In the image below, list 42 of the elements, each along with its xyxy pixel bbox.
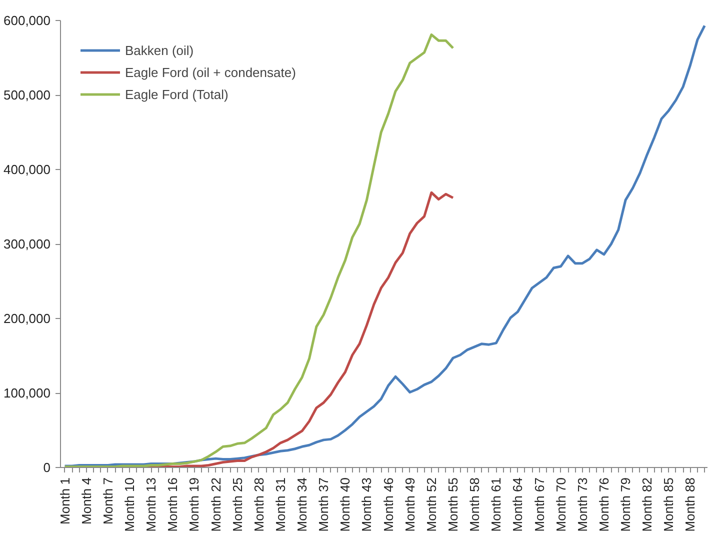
- y-tick-label: 0: [43, 460, 51, 475]
- x-tick-label: Month 4: [78, 477, 94, 524]
- y-tick-label: 200,000: [4, 311, 51, 326]
- legend-label: Eagle Ford (Total): [125, 86, 228, 102]
- x-tick-label: Month 40: [338, 478, 353, 532]
- x-tick-label: Month 64: [510, 478, 526, 532]
- y-tick-label: 400,000: [4, 162, 51, 177]
- x-tick-label: Month 10: [122, 478, 138, 532]
- x-tick-label: Month 13: [144, 478, 159, 532]
- x-tick-label: Month 85: [661, 478, 676, 532]
- x-tick-label: Month 88: [682, 478, 698, 532]
- x-tick-label: Month 31: [272, 478, 288, 532]
- x-tick-label: Month 19: [186, 478, 202, 532]
- x-tick-label: Month 76: [596, 478, 612, 532]
- x-tick-label: Month 22: [208, 478, 224, 532]
- y-tick-label: 300,000: [4, 236, 51, 252]
- line-series: [64, 33, 454, 468]
- x-tick-label: Month 61: [488, 478, 504, 532]
- line-series: [64, 24, 706, 468]
- x-tick-label: Month 25: [230, 478, 245, 532]
- x-tick-label: Month 1: [57, 477, 72, 524]
- x-tick-label: Month 55: [446, 478, 461, 532]
- x-tick-label: Month 34: [294, 478, 310, 532]
- x-tick-label: Month 58: [467, 478, 482, 532]
- x-tick-label: Month 70: [553, 478, 568, 532]
- x-tick-label: Month 37: [316, 478, 332, 532]
- x-tick-label: Month 28: [251, 478, 266, 532]
- x-tick-label: Month 46: [380, 478, 396, 532]
- x-tick-label: Month 52: [424, 478, 439, 532]
- x-tick-label: Month 67: [532, 478, 547, 532]
- y-tick-label: 600,000: [4, 13, 51, 28]
- y-tick-label: 500,000: [4, 88, 51, 102]
- x-tick-label: Month 82: [640, 478, 655, 532]
- x-tick-label: Month 43: [359, 478, 374, 532]
- legend-label: Bakken (oil): [125, 42, 194, 58]
- x-tick-label: Month 79: [618, 478, 634, 532]
- x-tick-label: Month 7: [100, 477, 116, 524]
- x-tick-label: Month 16: [165, 478, 180, 532]
- legend-label: Eagle Ford (oil + condensate): [125, 64, 296, 80]
- x-tick-label: Month 49: [402, 478, 418, 532]
- x-tick-label: Month 73: [574, 478, 590, 532]
- y-tick-label: 100,000: [4, 386, 51, 400]
